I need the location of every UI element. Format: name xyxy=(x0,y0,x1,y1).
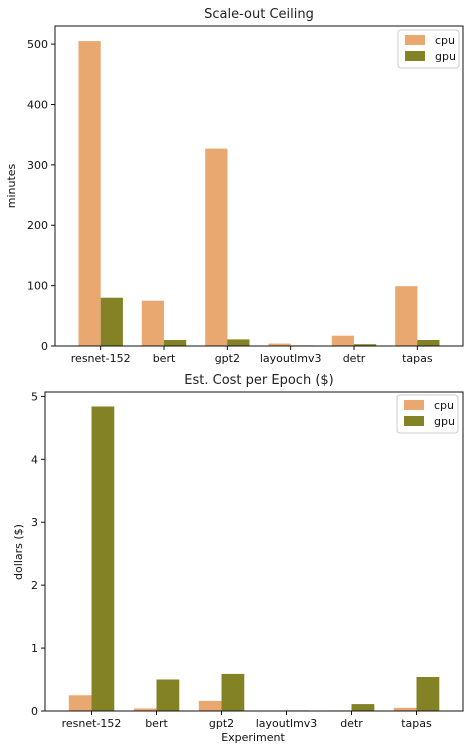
y-tick-label: 500 xyxy=(27,38,48,51)
x-tick-label: gpt2 xyxy=(215,352,240,365)
legend-label-gpu: gpu xyxy=(435,50,456,63)
bar-gpu-detr xyxy=(351,704,375,711)
legend-label-cpu: cpu xyxy=(434,399,454,412)
y-tick-label: 0 xyxy=(41,340,48,353)
legend-swatch-cpu xyxy=(405,35,425,45)
x-tick-label: bert xyxy=(153,352,176,365)
plot-frame xyxy=(44,391,464,712)
y-axis-label: minutes xyxy=(5,163,18,208)
x-tick-label: bert xyxy=(145,717,168,730)
y-tick-label: 400 xyxy=(27,98,48,111)
bar-cpu-tapas xyxy=(393,707,417,711)
y-axis-label: dollars ($) xyxy=(12,524,25,580)
y-tick-label: 100 xyxy=(27,280,48,293)
bar-gpu-resnet-152 xyxy=(91,406,115,711)
chart-title: Scale-out Ceiling xyxy=(204,7,314,22)
y-ticks: 0 1 2 3 4 5 xyxy=(31,390,45,718)
x-ticks: resnet-152 bert gpt2 layoutlmv3 detr tapas xyxy=(71,346,433,365)
bar-cpu-resnet-152 xyxy=(68,695,92,711)
bars xyxy=(68,406,440,711)
x-tick-label: resnet-152 xyxy=(62,717,122,730)
bar-cpu-bert xyxy=(133,708,157,711)
bar-cpu-bert xyxy=(141,300,164,346)
bar-cpu-gpt2 xyxy=(205,148,228,346)
x-tick-label: layoutlmv3 xyxy=(256,717,318,730)
chart-est-cost-per-epoch: Est. Cost per Epoch ($) dollars ($) Expe… xyxy=(12,373,464,744)
bar-gpu-gpt2 xyxy=(227,339,250,346)
bar-cpu-detr xyxy=(331,335,354,346)
bar-cpu-layoutlmv3 xyxy=(268,343,291,346)
legend-label-gpu: gpu xyxy=(434,415,455,428)
legend: cpu gpu xyxy=(397,29,460,69)
y-ticks: 0 100 200 300 400 500 xyxy=(27,38,55,353)
bar-gpu-bert xyxy=(164,340,187,346)
bar-gpu-tapas xyxy=(416,677,440,711)
y-tick-label: 1 xyxy=(31,642,38,655)
y-tick-label: 2 xyxy=(31,579,38,592)
legend-label-cpu: cpu xyxy=(435,34,455,47)
bar-gpu-resnet-152 xyxy=(100,297,123,346)
bar-gpu-tapas xyxy=(417,340,440,346)
x-axis-label: Experiment xyxy=(221,731,285,744)
bars xyxy=(78,41,440,346)
chart-title: Est. Cost per Epoch ($) xyxy=(184,373,333,388)
plot-frame xyxy=(54,25,464,347)
bar-cpu-gpt2 xyxy=(198,700,222,711)
x-tick-label: tapas xyxy=(401,717,432,730)
legend-swatch-gpu xyxy=(404,416,424,426)
y-tick-label: 300 xyxy=(27,159,48,172)
bar-cpu-resnet-152 xyxy=(78,41,101,346)
x-tick-label: resnet-152 xyxy=(71,352,131,365)
legend-swatch-gpu xyxy=(405,51,425,61)
y-tick-label: 4 xyxy=(31,453,38,466)
y-tick-label: 5 xyxy=(31,390,38,403)
chart-scale-out-ceiling: Scale-out Ceiling minutes 0 100 200 300 400 5… xyxy=(5,7,464,365)
bar-cpu-tapas xyxy=(395,286,418,346)
x-tick-label: layoutlmv3 xyxy=(260,352,322,365)
x-tick-label: detr xyxy=(340,717,363,730)
legend-swatch-cpu xyxy=(404,400,424,410)
y-tick-label: 0 xyxy=(31,705,38,718)
bar-gpu-detr xyxy=(354,344,377,346)
bar-gpu-bert xyxy=(156,679,180,711)
x-ticks: resnet-152 bert gpt2 layoutlmv3 detr tapas xyxy=(62,711,432,730)
x-tick-label: tapas xyxy=(402,352,433,365)
bar-gpu-gpt2 xyxy=(221,673,245,711)
y-tick-label: 200 xyxy=(27,219,48,232)
y-tick-label: 3 xyxy=(31,516,38,529)
x-tick-label: gpt2 xyxy=(209,717,234,730)
legend: cpu gpu xyxy=(396,394,459,434)
x-tick-label: detr xyxy=(343,352,366,365)
